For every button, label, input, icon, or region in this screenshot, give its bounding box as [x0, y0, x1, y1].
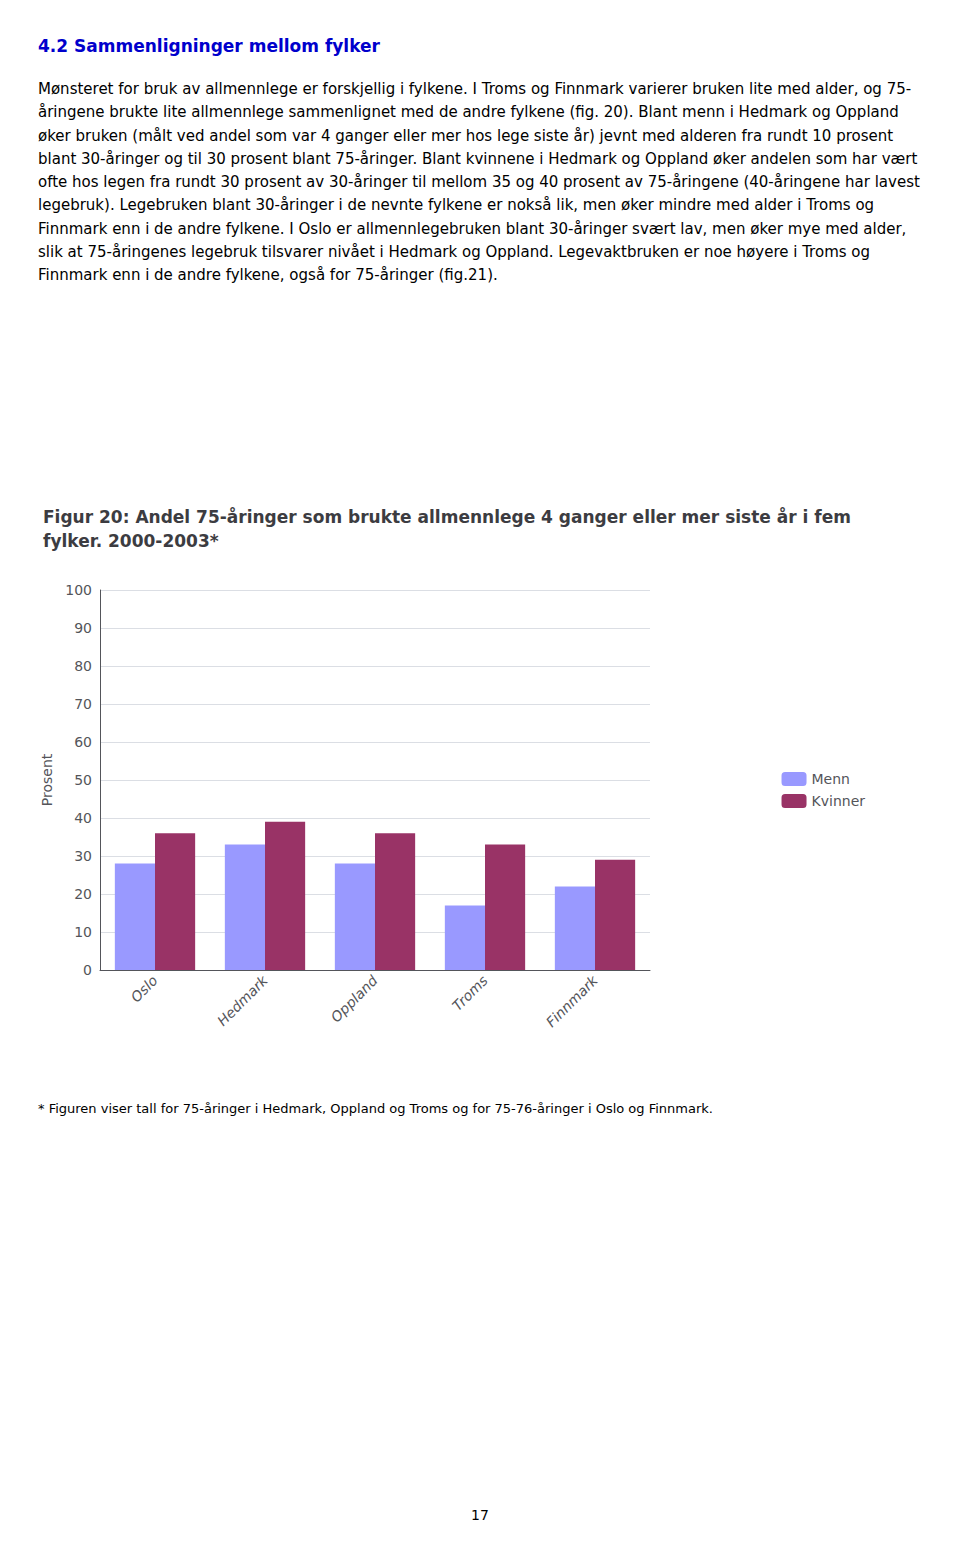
- svg-text:Figur 20: Andel 75-åringer som: Figur 20: Andel 75-åringer som brukte al…: [43, 506, 857, 527]
- svg-text:Prosent: Prosent: [39, 753, 55, 806]
- svg-text:20: 20: [74, 886, 92, 902]
- html-text:* Figuren viser tall for 75-år: * Figuren viser tall for 75-åringer i He…: [38, 1101, 713, 1116]
- svg-text:Troms: Troms: [449, 972, 490, 1013]
- svg-text:Oslo: Oslo: [128, 972, 161, 1005]
- svg-text:80: 80: [74, 658, 92, 674]
- svg-text:40: 40: [74, 810, 92, 826]
- svg-text:70: 70: [74, 696, 92, 712]
- svg-text:Finnmark: Finnmark: [543, 972, 601, 1030]
- svg-text:Kvinner: Kvinner: [812, 793, 866, 809]
- svg-text:Menn: Menn: [812, 771, 850, 787]
- svg-text:10: 10: [74, 924, 92, 940]
- svg-text:30: 30: [74, 848, 92, 864]
- svg-text:fylker. 2000-2003*: fylker. 2000-2003*: [43, 531, 219, 551]
- html-text:17: 17: [471, 1507, 489, 1523]
- svg-text:90: 90: [74, 620, 92, 636]
- svg-text:50: 50: [74, 772, 92, 788]
- svg-text:Hedmark: Hedmark: [214, 972, 271, 1029]
- svg-text:60: 60: [74, 734, 92, 750]
- svg-text:Oppland: Oppland: [328, 972, 381, 1025]
- html-text:Mønsteret for bruk av allmennl: Mønsteret for bruk av allmennlege er for…: [38, 80, 920, 284]
- svg-text:100: 100: [65, 582, 92, 598]
- svg-text:0: 0: [83, 962, 92, 978]
- html-text:4.2 Sammenligninger mellom fyl: 4.2 Sammenligninger mellom fylker: [38, 36, 380, 56]
